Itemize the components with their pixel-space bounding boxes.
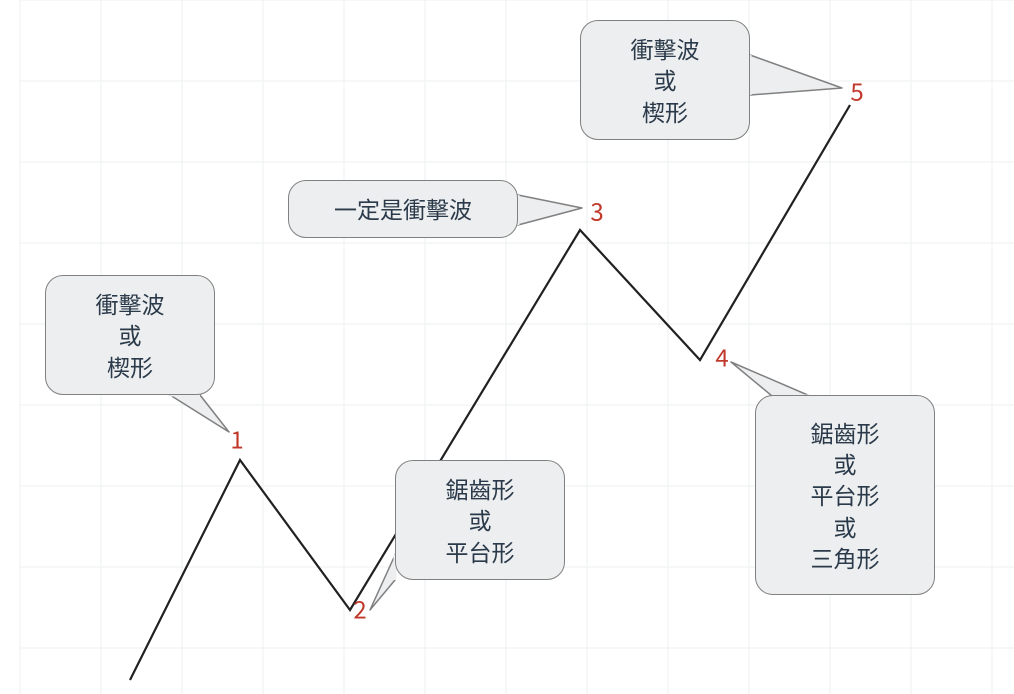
callout-text: 鋸齒形 或 平台形 (446, 473, 515, 566)
callout-c3: 一定是衝擊波 (288, 180, 518, 238)
callout-text: 一定是衝擊波 (334, 193, 472, 224)
point-label-pt5: 5 (850, 73, 863, 108)
point-label-pt1: 1 (230, 421, 243, 456)
callout-tail-c2 (370, 555, 395, 610)
callout-tail-c1 (170, 395, 229, 432)
callout-c2: 鋸齒形 或 平台形 (395, 460, 565, 580)
callout-tail-c5 (750, 55, 842, 95)
point-label-pt2: 2 (353, 591, 366, 626)
callout-text: 衝擊波 或 楔形 (96, 288, 165, 381)
callout-text: 衝擊波 或 楔形 (631, 33, 700, 126)
point-label-pt3: 3 (590, 193, 603, 228)
callout-tail-c4 (731, 362, 810, 396)
point-label-pt4: 4 (715, 339, 728, 374)
callout-c4: 鋸齒形 或 平台形 或 三角形 (755, 395, 935, 595)
callout-c5: 衝擊波 或 楔形 (580, 20, 750, 140)
diagram-stage: 衝擊波 或 楔形一定是衝擊波鋸齒形 或 平台形衝擊波 或 楔形鋸齒形 或 平台形… (0, 0, 1014, 694)
callout-tail-c3 (518, 195, 582, 225)
callout-c1: 衝擊波 或 楔形 (45, 275, 215, 395)
callout-text: 鋸齒形 或 平台形 或 三角形 (811, 417, 880, 572)
